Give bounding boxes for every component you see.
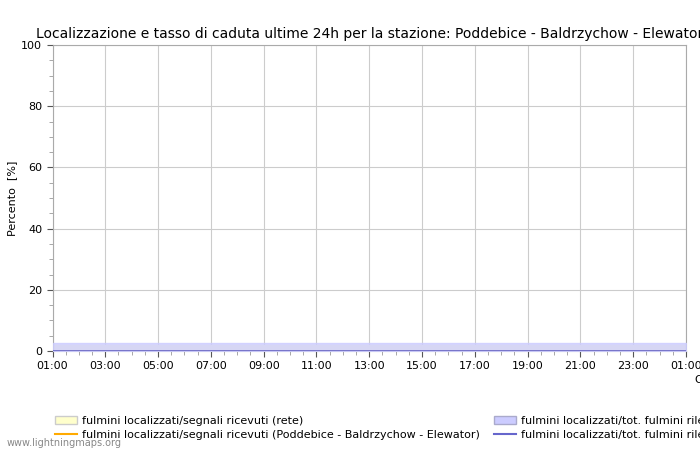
Y-axis label: Percento  [%]: Percento [%] [7,160,17,236]
Text: www.lightningmaps.org: www.lightningmaps.org [7,438,122,448]
Title: Localizzazione e tasso di caduta ultime 24h per la stazione: Poddebice - Baldrzy: Localizzazione e tasso di caduta ultime … [36,27,700,41]
Text: Orario: Orario [694,375,700,386]
Legend: fulmini localizzati/segnali ricevuti (rete), fulmini localizzati/segnali ricevut: fulmini localizzati/segnali ricevuti (re… [55,415,700,440]
